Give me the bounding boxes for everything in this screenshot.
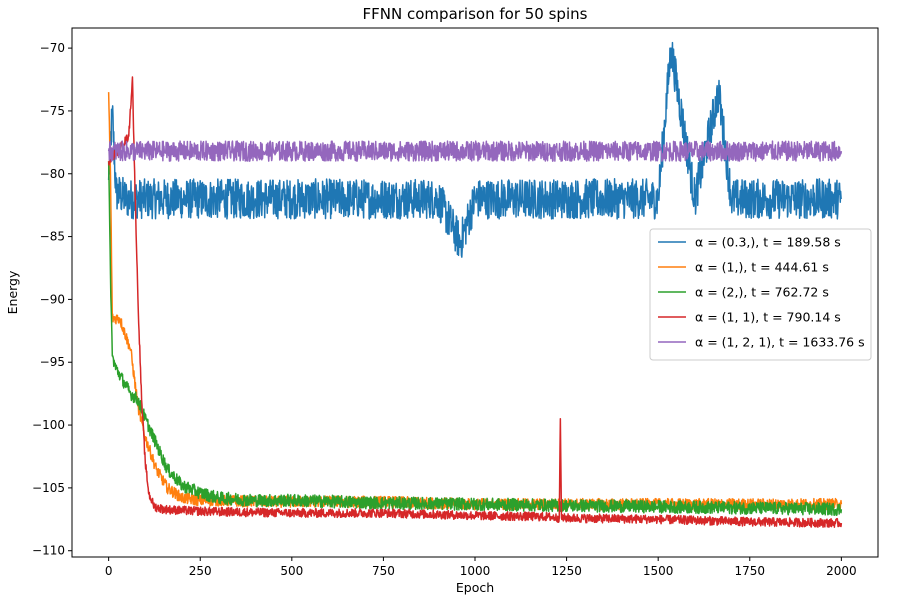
x-axis-ticks: 0 250 500 750 1000 1250 1500 1750 2000: [105, 557, 857, 578]
y-tick-label: −80: [40, 167, 65, 181]
y-tick-label: −70: [40, 41, 65, 55]
legend-label: α = (1, 1), t = 790.14 s: [695, 310, 841, 325]
series-line-4: [107, 76, 843, 528]
legend-box: [649, 228, 872, 361]
legend-label: α = (1,), t = 444.61 s: [695, 260, 829, 275]
y-tick-label: −85: [40, 230, 65, 244]
series-line-1: [107, 41, 843, 258]
y-tick-label: −95: [40, 355, 65, 369]
legend-label: α = (1, 2, 1), t = 1633.76 s: [695, 335, 865, 350]
y-tick-label: −110: [32, 544, 65, 558]
x-tick-label: 1500: [643, 564, 674, 578]
legend-label: α = (2,), t = 762.72 s: [695, 285, 829, 300]
y-tick-label: −105: [32, 481, 65, 495]
y-tick-label: −75: [40, 104, 65, 118]
x-tick-label: 2000: [826, 564, 857, 578]
x-axis-title: Epoch: [456, 580, 494, 595]
y-tick-label: −90: [40, 292, 65, 306]
series-layer: [107, 41, 843, 528]
series-line-5: [107, 140, 843, 162]
x-tick-label: 500: [280, 564, 303, 578]
series-line-3: [107, 161, 843, 517]
y-axis-title: Energy: [5, 270, 20, 314]
y-tick-label: −100: [32, 418, 65, 432]
x-tick-label: 0: [105, 564, 113, 578]
chart-title: FFNN comparison for 50 spins: [363, 5, 588, 23]
x-tick-label: 1750: [734, 564, 765, 578]
legend-label: α = (0.3,), t = 189.58 s: [695, 235, 841, 250]
y-axis-ticks: −110 −105 −100 −95 −90 −85 −80 −75 −70: [32, 41, 72, 558]
x-tick-label: 1000: [460, 564, 491, 578]
legend: α = (0.3,), t = 189.58 s α = (1,), t = 44…: [649, 228, 872, 361]
x-tick-label: 750: [372, 564, 395, 578]
x-tick-label: 250: [189, 564, 212, 578]
x-tick-label: 1250: [551, 564, 582, 578]
